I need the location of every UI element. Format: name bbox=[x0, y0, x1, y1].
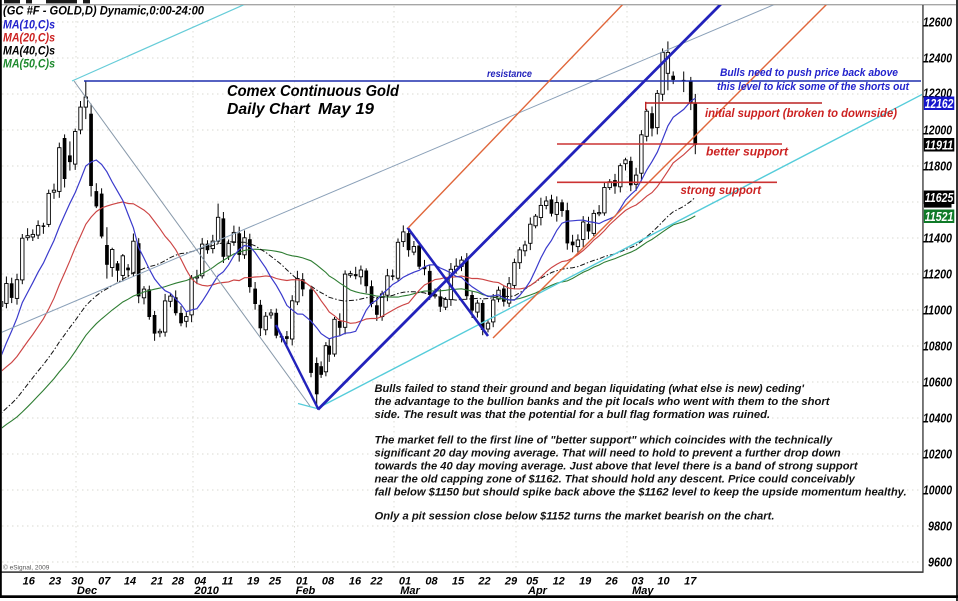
svg-text:near the old capping zone of $: near the old capping zone of $1162. That… bbox=[375, 474, 856, 486]
svg-text:04: 04 bbox=[194, 576, 206, 588]
svg-text:10: 10 bbox=[657, 576, 670, 588]
svg-text:23: 23 bbox=[48, 576, 61, 588]
svg-text:9600: 9600 bbox=[928, 555, 953, 570]
svg-text:initial support (broken to dow: initial support (broken to downside) bbox=[705, 106, 897, 120]
svg-text:strong support: strong support bbox=[681, 183, 762, 197]
svg-text:11: 11 bbox=[222, 576, 233, 588]
svg-text:resistance: resistance bbox=[487, 69, 532, 80]
svg-text:10600: 10600 bbox=[923, 375, 953, 390]
svg-text:11000: 11000 bbox=[923, 303, 953, 318]
svg-text:© eSignal, 2009: © eSignal, 2009 bbox=[3, 564, 50, 572]
svg-text:Bulls need to push price back: Bulls need to push price back above bbox=[720, 67, 899, 79]
svg-text:11200: 11200 bbox=[923, 267, 953, 282]
svg-text:significant 20 day moving aver: significant 20 day moving average. That … bbox=[375, 448, 841, 460]
svg-text:01: 01 bbox=[399, 576, 411, 588]
svg-text:16: 16 bbox=[23, 576, 36, 588]
svg-text:May 19: May 19 bbox=[318, 101, 374, 118]
svg-text:11800: 11800 bbox=[923, 159, 953, 174]
svg-text:03: 03 bbox=[631, 576, 643, 588]
svg-text:25: 25 bbox=[268, 576, 282, 588]
svg-text:11521: 11521 bbox=[925, 209, 954, 224]
svg-text:30: 30 bbox=[71, 576, 84, 588]
svg-text:07: 07 bbox=[98, 576, 111, 588]
svg-text:fall below $1150 but should sp: fall below $1150 but should spike back a… bbox=[375, 487, 907, 499]
svg-text:15: 15 bbox=[452, 576, 465, 588]
svg-text:22: 22 bbox=[477, 576, 490, 588]
svg-text:10400: 10400 bbox=[923, 411, 953, 426]
svg-text:(GC #F - GOLD,D) Dynamic,0:00-: (GC #F - GOLD,D) Dynamic,0:00-24:00 bbox=[3, 6, 205, 18]
svg-text:9800: 9800 bbox=[928, 519, 953, 534]
svg-text:12000: 12000 bbox=[923, 123, 953, 138]
svg-text:12: 12 bbox=[553, 576, 565, 588]
svg-text:MA(20,C)s: MA(20,C)s bbox=[3, 33, 55, 45]
svg-text:28: 28 bbox=[171, 576, 185, 588]
svg-text:05: 05 bbox=[526, 576, 539, 588]
svg-text:Daily Chart: Daily Chart bbox=[227, 101, 311, 118]
svg-text:2010: 2010 bbox=[193, 585, 219, 597]
svg-text:11625: 11625 bbox=[925, 190, 954, 205]
svg-text:08: 08 bbox=[322, 576, 335, 588]
svg-text:The market fell to the first l: The market fell to the first line of "be… bbox=[375, 435, 833, 447]
svg-text:Comex Continuous Gold: Comex Continuous Gold bbox=[227, 83, 400, 100]
svg-text:side. The result was that the: side. The result was that the potential … bbox=[375, 409, 771, 421]
svg-text:MA(50,C)s: MA(50,C)s bbox=[3, 59, 55, 71]
svg-text:Feb: Feb bbox=[296, 585, 316, 597]
svg-text:Apr: Apr bbox=[527, 585, 548, 597]
svg-text:21: 21 bbox=[150, 576, 163, 588]
svg-text:Dec: Dec bbox=[77, 585, 97, 597]
svg-text:towards the 40 day moving aver: towards the 40 day moving average. Just … bbox=[375, 461, 859, 473]
svg-text:better support: better support bbox=[706, 145, 789, 159]
svg-text:12600: 12600 bbox=[923, 15, 953, 30]
svg-text:12400: 12400 bbox=[923, 51, 953, 66]
svg-text:Bulls failed to stand their gr: Bulls failed to stand their ground and b… bbox=[375, 383, 805, 395]
svg-text:11911: 11911 bbox=[925, 137, 954, 152]
svg-text:10000: 10000 bbox=[923, 483, 953, 498]
svg-text:10800: 10800 bbox=[923, 339, 953, 354]
svg-text:19: 19 bbox=[579, 576, 592, 588]
svg-text:12162: 12162 bbox=[925, 96, 954, 111]
svg-text:19: 19 bbox=[247, 576, 260, 588]
svg-text:01: 01 bbox=[296, 576, 308, 588]
svg-text:the advantage to the bullion b: the advantage to the bullion banks and t… bbox=[375, 396, 831, 408]
svg-text:Only a pit session close below: Only a pit session close below $1152 tur… bbox=[375, 511, 775, 523]
svg-text:08: 08 bbox=[425, 576, 438, 588]
svg-text:Mar: Mar bbox=[400, 585, 420, 597]
svg-text:16: 16 bbox=[349, 576, 362, 588]
svg-text:29: 29 bbox=[504, 576, 518, 588]
svg-text:14: 14 bbox=[124, 576, 136, 588]
svg-text:May: May bbox=[632, 585, 654, 597]
svg-text:11400: 11400 bbox=[923, 231, 953, 246]
svg-text:this level to kick some of the: this level to kick some of the shorts ou… bbox=[717, 81, 910, 93]
svg-text:22: 22 bbox=[369, 576, 382, 588]
svg-text:17: 17 bbox=[684, 576, 697, 588]
svg-text:26: 26 bbox=[604, 576, 618, 588]
svg-text:MA(40,C)s: MA(40,C)s bbox=[3, 46, 55, 58]
svg-text:MA(10,C)s: MA(10,C)s bbox=[3, 20, 55, 32]
svg-text:10200: 10200 bbox=[923, 447, 953, 462]
